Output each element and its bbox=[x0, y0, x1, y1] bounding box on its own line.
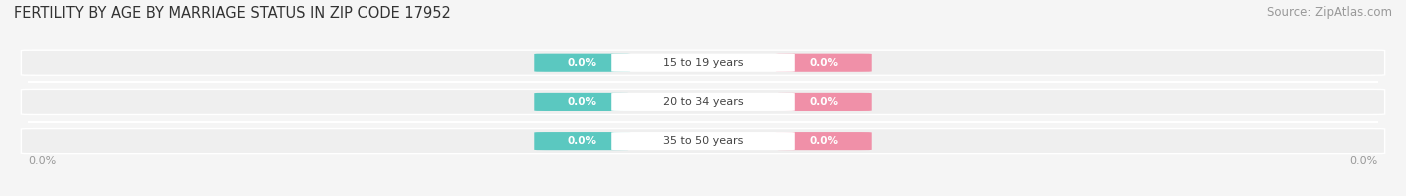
Text: 0.0%: 0.0% bbox=[568, 97, 596, 107]
Text: 0.0%: 0.0% bbox=[1350, 156, 1378, 166]
FancyBboxPatch shape bbox=[776, 132, 872, 150]
FancyBboxPatch shape bbox=[776, 54, 872, 72]
FancyBboxPatch shape bbox=[612, 132, 794, 150]
Text: FERTILITY BY AGE BY MARRIAGE STATUS IN ZIP CODE 17952: FERTILITY BY AGE BY MARRIAGE STATUS IN Z… bbox=[14, 6, 451, 21]
Text: Source: ZipAtlas.com: Source: ZipAtlas.com bbox=[1267, 6, 1392, 19]
FancyBboxPatch shape bbox=[534, 132, 630, 150]
FancyBboxPatch shape bbox=[534, 54, 630, 72]
Text: 0.0%: 0.0% bbox=[810, 58, 838, 68]
Text: 15 to 19 years: 15 to 19 years bbox=[662, 58, 744, 68]
FancyBboxPatch shape bbox=[21, 89, 1385, 114]
Text: 20 to 34 years: 20 to 34 years bbox=[662, 97, 744, 107]
Text: 35 to 50 years: 35 to 50 years bbox=[662, 136, 744, 146]
Text: 0.0%: 0.0% bbox=[810, 97, 838, 107]
FancyBboxPatch shape bbox=[612, 54, 794, 72]
FancyBboxPatch shape bbox=[534, 93, 630, 111]
FancyBboxPatch shape bbox=[612, 93, 794, 111]
FancyBboxPatch shape bbox=[776, 93, 872, 111]
Text: 0.0%: 0.0% bbox=[28, 156, 56, 166]
Text: 0.0%: 0.0% bbox=[810, 136, 838, 146]
FancyBboxPatch shape bbox=[21, 50, 1385, 75]
Text: 0.0%: 0.0% bbox=[568, 136, 596, 146]
Text: 0.0%: 0.0% bbox=[568, 58, 596, 68]
FancyBboxPatch shape bbox=[21, 129, 1385, 154]
